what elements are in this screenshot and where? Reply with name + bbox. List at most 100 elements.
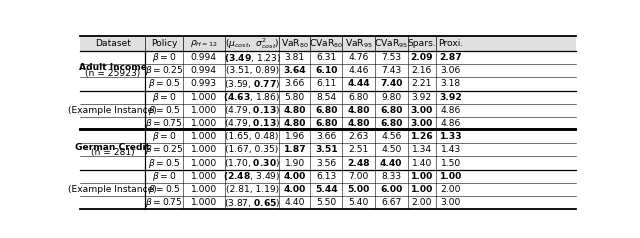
Text: Dataset: Dataset bbox=[95, 39, 131, 48]
Text: 6.67: 6.67 bbox=[381, 198, 401, 207]
Text: $\beta = 0.5$: $\beta = 0.5$ bbox=[148, 104, 180, 117]
Text: 6.80: 6.80 bbox=[315, 106, 337, 115]
Text: (1.65, 0.48): (1.65, 0.48) bbox=[225, 132, 279, 141]
Text: 0.993: 0.993 bbox=[191, 79, 217, 88]
Text: 4.86: 4.86 bbox=[440, 106, 461, 115]
Text: 4.00: 4.00 bbox=[284, 172, 306, 181]
Text: German Credit: German Credit bbox=[76, 143, 150, 152]
Text: 3.92: 3.92 bbox=[440, 93, 462, 102]
Text: 1.43: 1.43 bbox=[440, 145, 461, 154]
Text: $\mathrm{CVaR}_{95}$: $\mathrm{CVaR}_{95}$ bbox=[374, 37, 408, 50]
Text: 1.50: 1.50 bbox=[440, 159, 461, 168]
Text: (1.70, $\mathbf{0.30}$): (1.70, $\mathbf{0.30}$) bbox=[224, 157, 280, 169]
Text: $\beta = 0.75$: $\beta = 0.75$ bbox=[145, 196, 183, 209]
Text: 6.31: 6.31 bbox=[316, 53, 337, 62]
Text: 0.994: 0.994 bbox=[191, 53, 217, 62]
Text: 2.63: 2.63 bbox=[348, 132, 369, 141]
Text: 4.86: 4.86 bbox=[440, 119, 461, 128]
Text: $\mathbf{(2.48}$, 3.49): $\mathbf{(2.48}$, 3.49) bbox=[223, 170, 281, 182]
Text: 3.66: 3.66 bbox=[316, 132, 337, 141]
Text: 4.80: 4.80 bbox=[348, 106, 370, 115]
Text: 6.80: 6.80 bbox=[380, 106, 403, 115]
Text: $\beta = 0$: $\beta = 0$ bbox=[152, 130, 176, 143]
Text: 1.000: 1.000 bbox=[191, 93, 217, 102]
Text: Spars.: Spars. bbox=[408, 39, 436, 48]
Text: $\mathrm{CVaR}_{80}$: $\mathrm{CVaR}_{80}$ bbox=[309, 37, 344, 50]
Text: 5.50: 5.50 bbox=[316, 198, 337, 207]
Text: $\beta = 0.5$: $\beta = 0.5$ bbox=[148, 183, 180, 196]
Text: 4.50: 4.50 bbox=[381, 145, 401, 154]
Text: $\rho_{H=12}$: $\rho_{H=12}$ bbox=[190, 38, 218, 49]
Bar bbox=[80, 36, 576, 51]
Text: 3.64: 3.64 bbox=[284, 66, 306, 75]
Text: $\beta = 0.75$: $\beta = 0.75$ bbox=[145, 117, 183, 130]
Text: 7.53: 7.53 bbox=[381, 53, 401, 62]
Text: (n = 281): (n = 281) bbox=[91, 148, 134, 157]
Text: 5.44: 5.44 bbox=[315, 185, 337, 194]
Text: 1.000: 1.000 bbox=[191, 132, 217, 141]
Text: 9.80: 9.80 bbox=[381, 93, 401, 102]
Text: $(\mu_{cost},\ \sigma^2_{cost})$: $(\mu_{cost},\ \sigma^2_{cost})$ bbox=[225, 36, 280, 51]
Text: (4.79, $\mathbf{0.13}$): (4.79, $\mathbf{0.13}$) bbox=[224, 104, 280, 116]
Text: 6.11: 6.11 bbox=[316, 79, 337, 88]
Text: 1.000: 1.000 bbox=[191, 172, 217, 181]
Text: $\mathrm{VaR}_{80}$: $\mathrm{VaR}_{80}$ bbox=[281, 37, 308, 50]
Text: (4.79, $\mathbf{0.13}$): (4.79, $\mathbf{0.13}$) bbox=[224, 118, 280, 129]
Text: 1.40: 1.40 bbox=[412, 159, 432, 168]
Text: 5.00: 5.00 bbox=[348, 185, 370, 194]
Text: 4.80: 4.80 bbox=[284, 106, 306, 115]
Text: $\beta = 0$: $\beta = 0$ bbox=[152, 51, 176, 64]
Text: 2.87: 2.87 bbox=[440, 53, 462, 62]
Text: 7.40: 7.40 bbox=[380, 79, 403, 88]
Text: 4.00: 4.00 bbox=[284, 185, 306, 194]
Text: $\beta = 0.5$: $\beta = 0.5$ bbox=[148, 157, 180, 169]
Text: 2.16: 2.16 bbox=[412, 66, 432, 75]
Text: 1.34: 1.34 bbox=[412, 145, 432, 154]
Text: 1.000: 1.000 bbox=[191, 198, 217, 207]
Text: $\beta = 0.5$: $\beta = 0.5$ bbox=[148, 77, 180, 90]
Text: 3.56: 3.56 bbox=[316, 159, 337, 168]
Text: 1.000: 1.000 bbox=[191, 119, 217, 128]
Text: 5.80: 5.80 bbox=[285, 93, 305, 102]
Text: $\beta = 0$: $\beta = 0$ bbox=[152, 170, 176, 183]
Text: 3.00: 3.00 bbox=[410, 119, 433, 128]
Text: $\beta = 0$: $\beta = 0$ bbox=[152, 91, 176, 104]
Text: $\mathbf{(3.49}$, 1.23): $\mathbf{(3.49}$, 1.23) bbox=[223, 51, 280, 64]
Text: 4.80: 4.80 bbox=[284, 119, 306, 128]
Text: $\mathrm{VaR}_{95}$: $\mathrm{VaR}_{95}$ bbox=[344, 37, 372, 50]
Text: 4.44: 4.44 bbox=[347, 79, 370, 88]
Text: 4.40: 4.40 bbox=[285, 198, 305, 207]
Text: 4.80: 4.80 bbox=[348, 119, 370, 128]
Text: 1.96: 1.96 bbox=[285, 132, 305, 141]
Text: (2.81, 1.19): (2.81, 1.19) bbox=[225, 185, 278, 194]
Text: $\beta = 0.25$: $\beta = 0.25$ bbox=[145, 143, 183, 156]
Text: 6.10: 6.10 bbox=[315, 66, 337, 75]
Text: 6.80: 6.80 bbox=[380, 119, 403, 128]
Text: $\mathbf{(4.63}$, 1.86): $\mathbf{(4.63}$, 1.86) bbox=[223, 91, 281, 103]
Text: 3.00: 3.00 bbox=[440, 198, 461, 207]
Text: (n = 25923): (n = 25923) bbox=[85, 69, 140, 78]
Text: 6.80: 6.80 bbox=[315, 119, 337, 128]
Text: 1.000: 1.000 bbox=[191, 159, 217, 168]
Text: 3.18: 3.18 bbox=[441, 79, 461, 88]
Text: 6.13: 6.13 bbox=[316, 172, 337, 181]
Text: (3.59, $\mathbf{0.77}$): (3.59, $\mathbf{0.77}$) bbox=[224, 78, 280, 90]
Text: 1.26: 1.26 bbox=[410, 132, 433, 141]
Text: 0.994: 0.994 bbox=[191, 66, 217, 75]
Text: 1.33: 1.33 bbox=[440, 132, 462, 141]
Text: 1.90: 1.90 bbox=[285, 159, 305, 168]
Text: 2.09: 2.09 bbox=[410, 53, 433, 62]
Text: 3.81: 3.81 bbox=[285, 53, 305, 62]
Text: 4.56: 4.56 bbox=[381, 132, 401, 141]
Text: Adult Income: Adult Income bbox=[79, 64, 147, 72]
Text: (3.87, $\mathbf{0.65}$): (3.87, $\mathbf{0.65}$) bbox=[224, 197, 280, 209]
Text: 1.000: 1.000 bbox=[191, 185, 217, 194]
Text: 1.00: 1.00 bbox=[410, 172, 433, 181]
Text: 2.00: 2.00 bbox=[412, 198, 432, 207]
Text: 4.76: 4.76 bbox=[348, 53, 369, 62]
Text: 3.66: 3.66 bbox=[285, 79, 305, 88]
Text: 3.92: 3.92 bbox=[412, 93, 432, 102]
Text: Policy: Policy bbox=[151, 39, 177, 48]
Text: 4.46: 4.46 bbox=[348, 66, 369, 75]
Text: (Example Instance): (Example Instance) bbox=[68, 185, 157, 194]
